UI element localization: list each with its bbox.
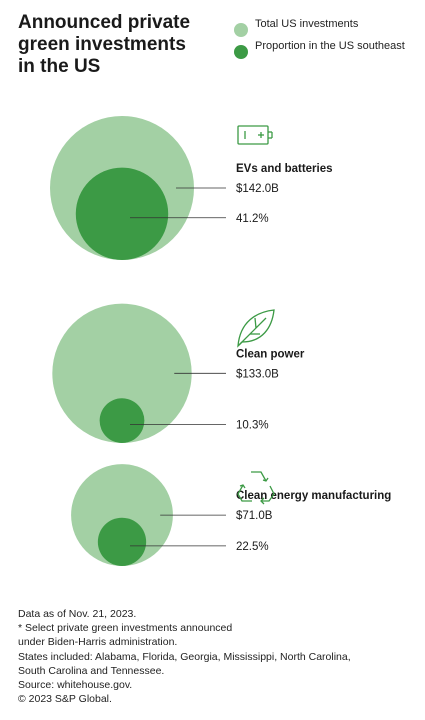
southeast-value-label: 41.2% [236, 213, 269, 225]
southeast-value-label: 22.5% [236, 541, 269, 553]
footnote-source: Source: whitehouse.gov. [18, 679, 133, 692]
total-value-label: $71.0B [236, 510, 273, 522]
category-label: Clean power [236, 348, 305, 360]
recycle-icon [237, 471, 275, 505]
legend-label-total: Total US investments [255, 18, 359, 30]
footnote-states: States included: Alabama, Florida, Georg… [18, 650, 351, 663]
footnote-note-cont: under Biden-Harris administration. [18, 636, 178, 649]
footnote-states-cont: South Carolina and Tennessee. [18, 664, 165, 677]
legend-swatch-total [234, 23, 248, 37]
footnote-copyright: © 2023 S&P Global. [18, 693, 112, 706]
legend-item-total: Total US investments [234, 18, 414, 37]
leaf-icon [237, 309, 275, 348]
bubble-chart: EVs and batteries $142.0B 41.2% Clean power… [50, 116, 391, 566]
footnotes: Data as of Nov. 21, 2023. * Select priva… [18, 607, 418, 706]
category-label: EVs and batteries [236, 163, 333, 175]
footnote-date: Data as of Nov. 21, 2023. [18, 608, 137, 620]
chart-title: Announced private green investments in t… [18, 12, 191, 77]
legend: Total US investments Proportion in the U… [234, 18, 414, 59]
southeast-value-label: 10.3% [236, 420, 269, 432]
total-bubble [52, 303, 192, 443]
southeast-bubble [97, 517, 147, 566]
southeast-bubble [75, 167, 169, 260]
southeast-bubble [99, 398, 145, 444]
total-bubble [71, 464, 173, 566]
legend-item-southeast: Proportion in the US southeast [234, 39, 414, 59]
total-value-label: $142.0B [236, 183, 279, 195]
battery-icon [237, 125, 273, 145]
legend-swatch-southeast [234, 44, 248, 59]
legend-label-southeast: Proportion in the US southeast [255, 39, 405, 52]
total-value-label: $133.0B [236, 368, 279, 380]
category-label: Clean energy manufacturing [236, 490, 391, 502]
footnote-note: * Select private green investments annou… [18, 622, 233, 635]
